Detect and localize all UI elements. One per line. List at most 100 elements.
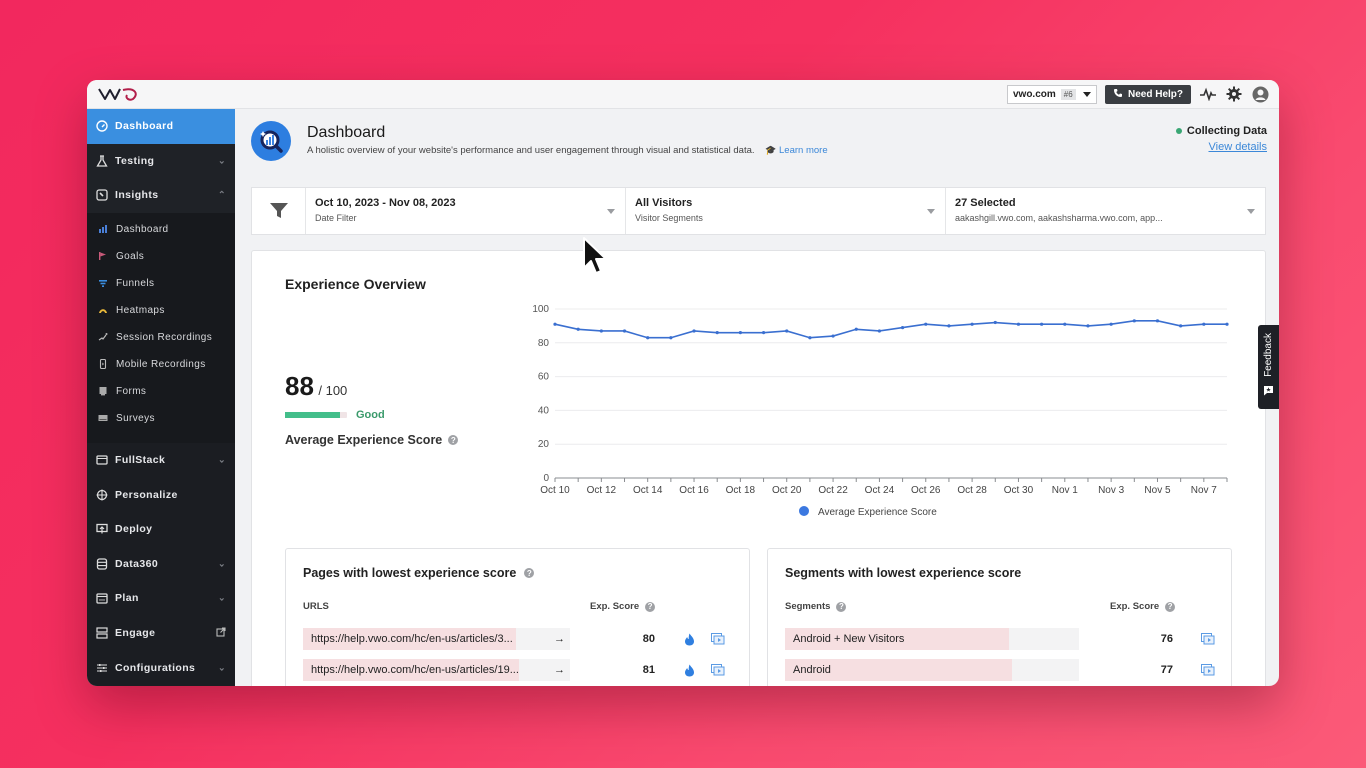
recordings-play-icon[interactable] (1201, 663, 1215, 677)
exp-score-value: 77 (1160, 664, 1173, 676)
col-segment-label: Segments (785, 601, 831, 612)
view-details-link[interactable]: View details (1208, 141, 1268, 153)
arrow-right-icon[interactable]: → (554, 633, 565, 645)
svg-text:Oct 10: Oct 10 (540, 485, 570, 496)
funnel-icon (98, 278, 108, 288)
col-score-label: Exp. Score (590, 601, 640, 612)
heatmap-flame-icon[interactable] (682, 632, 696, 646)
sidebar-subitem-heatmaps[interactable]: Heatmaps (87, 297, 235, 324)
recordings-play-icon[interactable] (711, 663, 725, 677)
graduation-cap-icon: 🎓 (765, 145, 777, 155)
sidebar-item-label: Deploy (115, 523, 153, 536)
caret-down-icon (1082, 91, 1091, 97)
help-icon[interactable]: ? (524, 568, 535, 578)
sidebar-subitem-label: Heatmaps (116, 304, 165, 316)
filter-icon (269, 203, 288, 218)
account-selector[interactable]: vwo.com #6 (1006, 84, 1097, 104)
svg-text:Nov 7: Nov 7 (1191, 485, 1218, 496)
recordings-play-icon[interactable] (1201, 632, 1215, 646)
filter-button[interactable] (252, 188, 306, 234)
sidebar-item-label: Dashboard (115, 120, 174, 133)
domains-value: 27 Selected (955, 197, 1016, 209)
help-icon[interactable]: ? (1165, 601, 1176, 612)
segments-card-title: Segments with lowest experience score (785, 566, 1021, 580)
top-bar: vwo.com #6 Need Help? (87, 80, 1279, 109)
feedback-tab[interactable]: Feedback (1258, 325, 1279, 409)
main-content: Dashboard A holistic overview of your we… (235, 109, 1279, 686)
sidebar-item-engage[interactable]: Engage (87, 616, 235, 651)
survey-icon (98, 413, 108, 423)
sidebar-subitem-goals[interactable]: Goals (87, 243, 235, 270)
chevron-down-icon: ⌄ (218, 662, 226, 673)
sidebar-item-data360[interactable]: Data360 ⌄ (87, 547, 235, 582)
need-help-button[interactable]: Need Help? (1104, 84, 1191, 104)
segment-name[interactable]: Android (793, 664, 831, 676)
arrow-right-icon[interactable]: → (554, 664, 565, 676)
segments-title-text: Segments with lowest experience score (785, 566, 1022, 580)
vwo-logo[interactable] (97, 86, 141, 102)
sidebar-subitem-dashboard[interactable]: Dashboard (87, 216, 235, 243)
deploy-icon (95, 523, 108, 536)
learn-more-link[interactable]: 🎓 Learn more (765, 145, 827, 156)
account-name: vwo.com (1012, 88, 1056, 100)
sidebar-item-insights[interactable]: Insights ⌃ (87, 178, 235, 213)
chevron-down-icon: ⌄ (218, 155, 226, 166)
activity-icon[interactable] (1199, 85, 1217, 103)
sidebar-item-configurations[interactable]: Configurations ⌄ (87, 650, 235, 685)
svg-text:Oct 20: Oct 20 (772, 485, 802, 496)
pages-card-title: Pages with lowest experience score ? (303, 566, 535, 580)
sidebar-item-personalize[interactable]: Personalize (87, 477, 235, 512)
pages-title-text: Pages with lowest experience score (303, 566, 517, 580)
sidebar-subitem-label: Surveys (116, 412, 155, 424)
sidebar-item-testing[interactable]: Testing ⌄ (87, 143, 235, 179)
help-icon[interactable]: ? (448, 435, 459, 445)
page-header: Dashboard A holistic overview of your we… (251, 121, 1267, 165)
user-avatar-icon[interactable] (1251, 85, 1269, 103)
sidebar-subitem-label: Goals (116, 250, 145, 262)
sidebar-subitem-forms[interactable]: Forms (87, 378, 235, 405)
page-url-link[interactable]: https://help.vwo.com/hc/en-us/articles/1… (311, 664, 519, 676)
gear-icon[interactable] (1225, 85, 1243, 103)
svg-text:Oct 16: Oct 16 (679, 485, 709, 496)
help-icon[interactable]: ? (645, 601, 656, 612)
svg-text:Average Experience Score: Average Experience Score (818, 507, 937, 518)
domain-selector-dropdown[interactable]: 27 Selected aakashgill.vwo.com, aakashsh… (946, 188, 1265, 234)
sidebar-subitem-funnels[interactable]: Funnels (87, 270, 235, 297)
svg-text:Nov 5: Nov 5 (1144, 485, 1171, 496)
sidebar-subitem-session-recordings[interactable]: Session Recordings (87, 324, 235, 351)
recordings-play-icon[interactable] (711, 632, 725, 646)
sidebar-item-dashboard[interactable]: Dashboard (87, 109, 235, 144)
dashboard-insights-icon (251, 121, 291, 161)
sidebar-item-deploy[interactable]: Deploy (87, 512, 235, 547)
heatmap-flame-icon[interactable] (682, 663, 696, 677)
help-icon[interactable]: ? (836, 601, 847, 612)
sidebar-subitem-mobile-recordings[interactable]: Mobile Recordings (87, 351, 235, 378)
col-score-label: Exp. Score (1110, 601, 1160, 612)
flask-icon (95, 154, 108, 167)
page-url-link[interactable]: https://help.vwo.com/hc/en-us/articles/3… (311, 633, 513, 645)
table-row: Android 77 (785, 659, 1215, 681)
svg-text:Nov 3: Nov 3 (1098, 485, 1125, 496)
calendar-icon (95, 592, 108, 605)
account-badge: #6 (1060, 88, 1076, 100)
sidebar-item-fullstack[interactable]: FullStack ⌄ (87, 443, 235, 478)
sidebar-item-plan[interactable]: Plan ⌄ (87, 581, 235, 616)
segments-column-header: Segments? (785, 601, 847, 612)
date-filter-dropdown[interactable]: Oct 10, 2023 - Nov 08, 2023 Date Filter (306, 188, 626, 234)
app-window: vwo.com #6 Need Help? (87, 80, 1279, 686)
score-value: 88 (285, 371, 314, 401)
experience-score-line-chart: 0 20 40 60 80 100 Oct 10 Oct 12 Oct 14 Oct 16 Oct … (532, 304, 1229, 518)
segment-name[interactable]: Android + New Visitors (793, 633, 905, 645)
sidebar-subitem-label: Mobile Recordings (116, 358, 206, 370)
sidebar-item-label: Insights (115, 189, 159, 202)
visitor-segment-dropdown[interactable]: All Visitors Visitor Segments (626, 188, 946, 234)
phone-icon (1113, 88, 1123, 101)
score-progress-bar (285, 412, 347, 418)
table-row: Android + New Visitors 76 (785, 628, 1215, 650)
svg-text:Oct 26: Oct 26 (911, 485, 941, 496)
heatmap-icon (98, 305, 108, 315)
sidebar-subitem-surveys[interactable]: Surveys (87, 405, 235, 432)
sidebar-item-label: Plan (115, 592, 139, 605)
chevron-down-icon: ⌄ (218, 558, 226, 569)
exp-score-value: 80 (642, 633, 655, 645)
